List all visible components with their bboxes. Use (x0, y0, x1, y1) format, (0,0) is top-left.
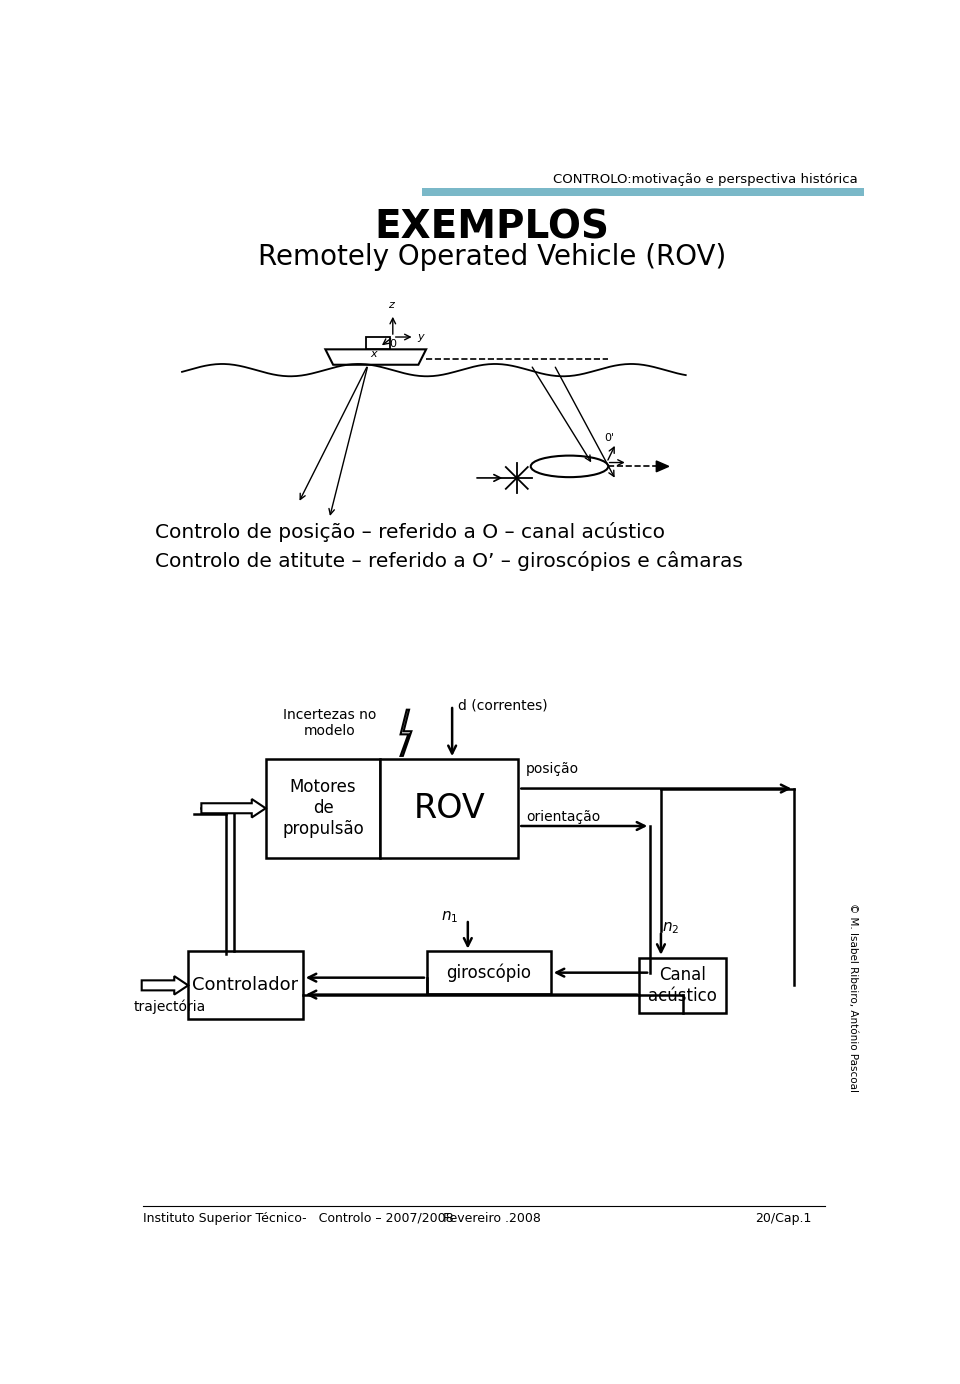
Text: $n_1$: $n_1$ (442, 909, 459, 926)
Polygon shape (400, 710, 412, 756)
Bar (422, 188, 864, 197)
Text: Motores
de
propulsão: Motores de propulsão (282, 778, 364, 839)
Bar (266, 758, 380, 858)
Text: orientação: orientação (526, 811, 600, 825)
Text: giroscópio: giroscópio (446, 963, 532, 981)
Polygon shape (367, 338, 390, 349)
Text: ROV: ROV (414, 792, 485, 825)
Ellipse shape (531, 455, 609, 477)
Text: © M. Isabel Ribeiro, António Pascoal: © M. Isabel Ribeiro, António Pascoal (848, 904, 858, 1092)
Text: $n_2$: $n_2$ (662, 920, 680, 936)
Text: trajectória: trajectória (134, 999, 206, 1013)
Text: Controlo de atitute – referido a O’ – giroscópios e câmaras: Controlo de atitute – referido a O’ – gi… (155, 551, 743, 572)
Bar (380, 758, 518, 858)
Text: 0: 0 (390, 339, 396, 349)
Text: Fevereiro .2008: Fevereiro .2008 (444, 1212, 540, 1225)
Polygon shape (142, 976, 188, 995)
Text: Controlador: Controlador (193, 976, 299, 994)
Text: x: x (371, 349, 377, 358)
Text: d (correntes): d (correntes) (458, 699, 548, 713)
Bar (188, 951, 303, 1019)
Text: Remotely Operated Vehicle (ROV): Remotely Operated Vehicle (ROV) (258, 244, 726, 271)
Text: Canal
acústico: Canal acústico (648, 966, 717, 1005)
Text: EXEMPLOS: EXEMPLOS (374, 209, 610, 246)
Bar (639, 958, 726, 1013)
Text: CONTROLO:motivação e perspectiva histórica: CONTROLO:motivação e perspectiva históri… (553, 173, 858, 185)
Polygon shape (657, 461, 669, 472)
Text: y: y (417, 332, 423, 342)
Bar (427, 951, 551, 994)
Text: 20/Cap.1: 20/Cap.1 (756, 1212, 812, 1225)
Text: Instituto Superior Técnico-   Controlo – 2007/2008: Instituto Superior Técnico- Controlo – 2… (143, 1212, 454, 1225)
Text: 0': 0' (605, 433, 614, 443)
Polygon shape (325, 349, 426, 365)
Text: Incertezas no
modelo: Incertezas no modelo (282, 709, 376, 738)
Text: z: z (388, 300, 395, 310)
Polygon shape (202, 799, 266, 818)
Text: Controlo de posição – referido a O – canal acústico: Controlo de posição – referido a O – can… (155, 522, 665, 541)
Text: posição: posição (526, 763, 579, 776)
